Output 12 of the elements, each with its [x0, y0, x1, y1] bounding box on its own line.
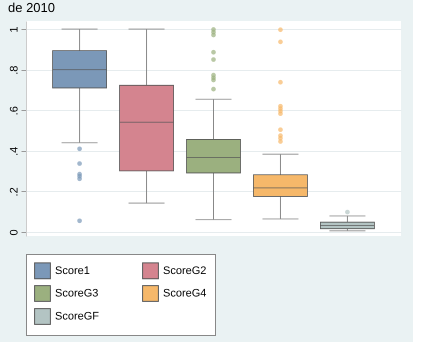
legend-label: ScoreG2 [163, 264, 206, 277]
y-tick-label: 1 [8, 26, 20, 33]
y-tick-label: .8 [8, 66, 20, 75]
y-tick-label: .6 [8, 106, 20, 116]
y-tick-label: .2 [8, 187, 20, 196]
legend-label: ScoreG4 [163, 288, 206, 300]
y-tick-label: 0 [8, 229, 20, 236]
chart-title: de 2010 [8, 0, 55, 15]
legend-label: ScoreG3 [55, 288, 98, 300]
legend-label: Score1 [55, 264, 90, 277]
legend-label: ScoreGF [55, 310, 100, 322]
y-tick-label: .4 [8, 146, 20, 156]
